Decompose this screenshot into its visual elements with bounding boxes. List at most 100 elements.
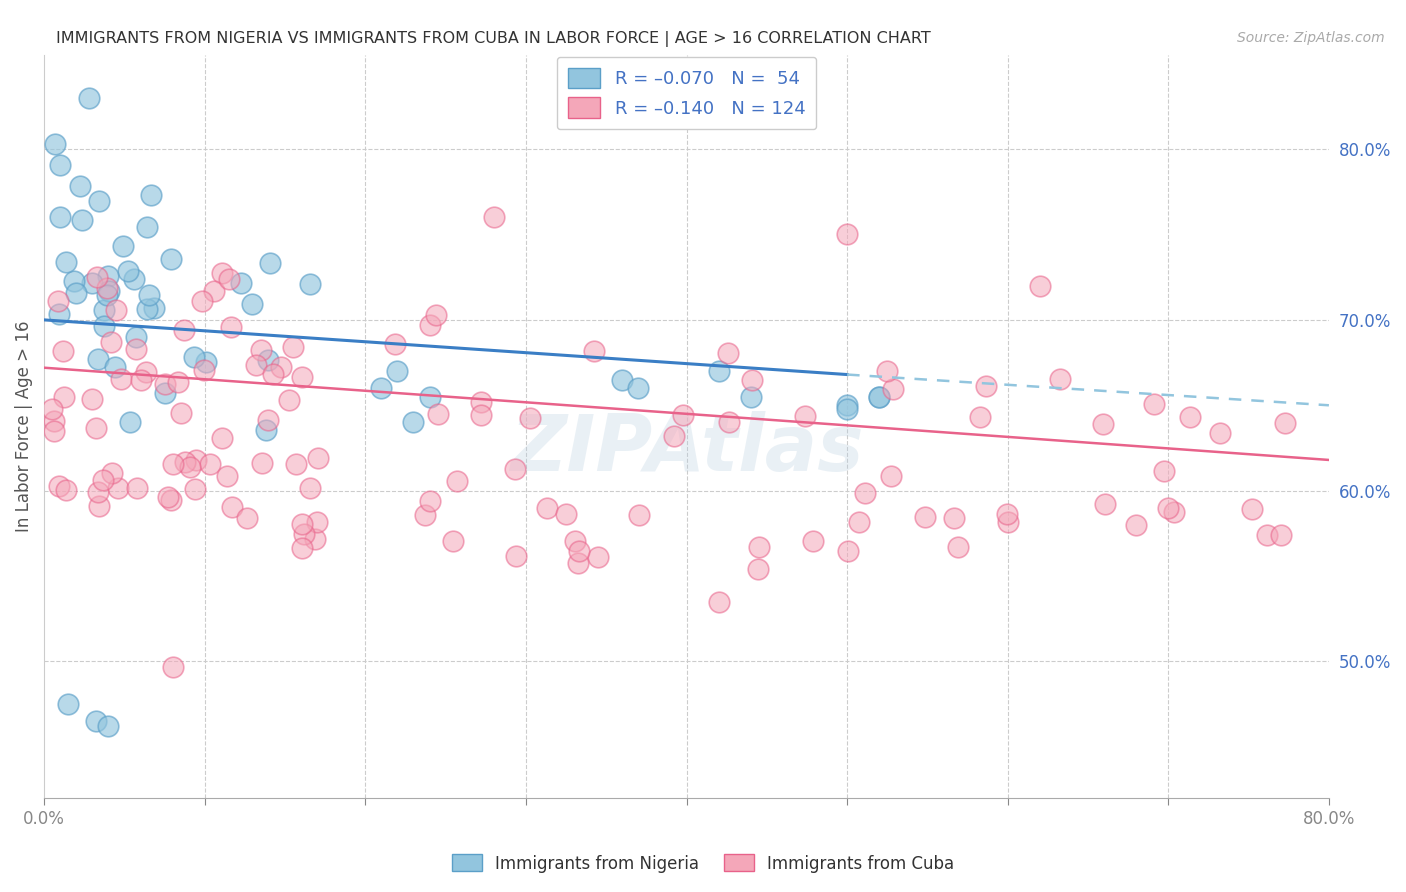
Point (291, 370, 314, 384)
Point (740, 390, 762, 404)
Point (427, 408, 450, 422)
Point (304, 532, 326, 546)
Point (107, 481, 129, 495)
Point (219, 320, 242, 334)
Point (1241, 502, 1264, 516)
Legend: Immigrants from Nigeria, Immigrants from Cuba: Immigrants from Nigeria, Immigrants from… (444, 847, 962, 880)
Point (586, 550, 609, 565)
Point (169, 406, 191, 420)
Point (1157, 500, 1180, 515)
Point (835, 401, 858, 416)
Point (270, 360, 292, 375)
Point (162, 659, 184, 673)
Point (135, 365, 157, 379)
Text: ZIPAtlas: ZIPAtlas (510, 411, 863, 487)
Point (1143, 397, 1166, 411)
Point (519, 411, 541, 425)
Point (136, 301, 159, 316)
Point (55, 483, 77, 497)
Point (292, 526, 315, 541)
Point (221, 500, 243, 515)
Point (58, 697, 80, 711)
Point (96, 288, 118, 302)
Point (876, 363, 898, 377)
Point (41, 401, 63, 416)
Point (218, 272, 240, 286)
Point (946, 541, 969, 555)
Point (402, 416, 425, 430)
Point (413, 508, 436, 522)
Point (1091, 417, 1114, 431)
Point (183, 350, 205, 364)
Point (387, 364, 409, 378)
Point (582, 344, 605, 359)
Point (567, 556, 589, 570)
Point (110, 372, 132, 386)
Point (419, 390, 441, 404)
Point (257, 352, 280, 367)
Point (49, 210, 72, 224)
Point (70, 213, 93, 227)
Point (48, 307, 70, 321)
Point (554, 507, 576, 521)
Point (470, 409, 492, 423)
Point (1029, 278, 1052, 293)
Point (997, 515, 1019, 529)
Point (707, 595, 730, 609)
Point (536, 500, 558, 515)
Point (1256, 528, 1278, 542)
Point (101, 466, 124, 480)
Point (184, 483, 207, 497)
Point (853, 485, 876, 500)
Point (104, 359, 127, 374)
Point (1270, 528, 1292, 542)
Point (159, 492, 181, 507)
Point (291, 541, 314, 556)
Point (53, 390, 76, 404)
Point (505, 549, 527, 563)
Point (277, 392, 299, 407)
Point (55, 254, 77, 268)
Point (384, 337, 406, 351)
Point (291, 517, 314, 532)
Point (446, 474, 468, 488)
Point (229, 276, 252, 290)
Point (84, 420, 107, 434)
Point (419, 318, 441, 333)
Point (835, 227, 858, 242)
Point (98, 285, 121, 299)
Point (254, 423, 277, 437)
Point (880, 468, 903, 483)
Point (748, 540, 770, 554)
Point (976, 378, 998, 392)
Point (419, 494, 441, 508)
Point (87, 484, 110, 499)
Point (63, 274, 86, 288)
Point (48, 158, 70, 172)
Point (125, 342, 148, 356)
Point (217, 469, 239, 483)
Point (882, 382, 904, 396)
Point (89, 500, 111, 514)
Point (1153, 465, 1175, 479)
Point (1274, 416, 1296, 430)
Point (193, 363, 215, 377)
Point (707, 364, 730, 378)
Point (97, 268, 120, 283)
Point (100, 335, 122, 350)
Point (914, 510, 936, 524)
Point (835, 398, 858, 412)
Point (86, 270, 108, 285)
Point (262, 368, 284, 382)
Point (138, 288, 160, 302)
Point (125, 330, 148, 344)
Point (162, 458, 184, 472)
Point (117, 264, 139, 278)
Point (612, 373, 634, 387)
Point (868, 390, 890, 404)
Point (97, 719, 120, 733)
Point (370, 381, 392, 395)
Point (568, 543, 591, 558)
Point (157, 491, 180, 505)
Point (136, 220, 159, 235)
